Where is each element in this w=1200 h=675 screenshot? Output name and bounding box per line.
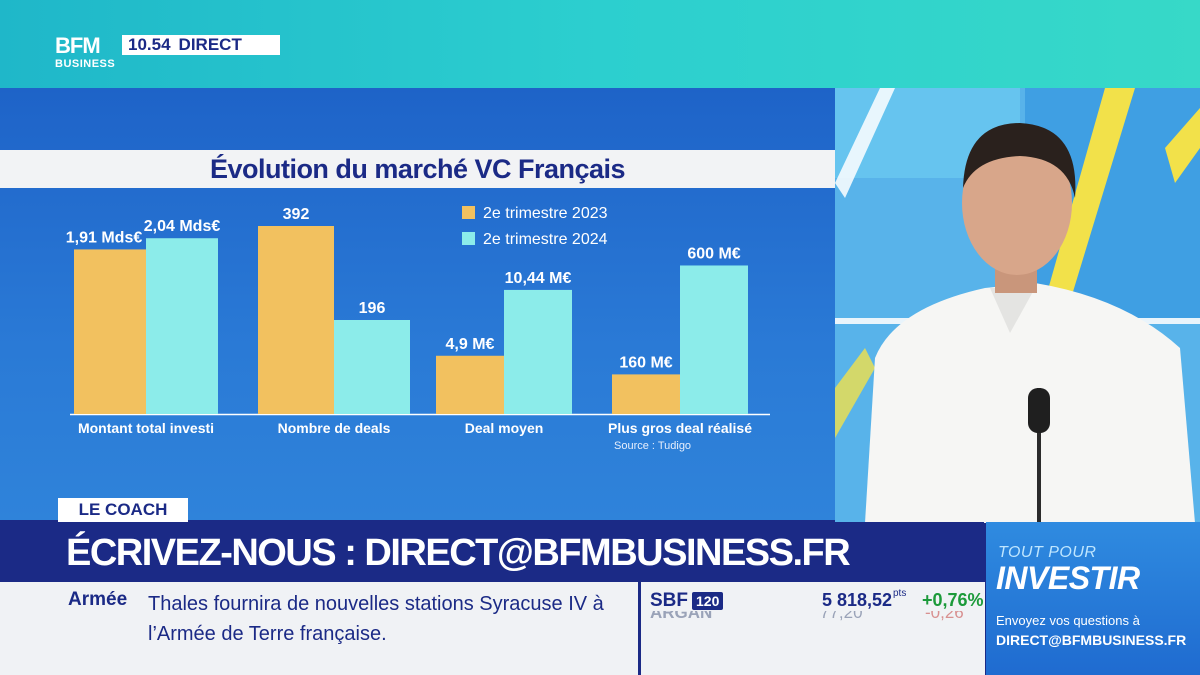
segment-tag: LE COACH	[58, 498, 188, 522]
studio-guest-illustration	[835, 88, 1200, 523]
bar-chart: 1,91 Mds€2,04 Mds€ Montant total investi 3…	[66, 205, 770, 452]
news-ticker	[0, 582, 638, 675]
bar-value-label: 10,44 M€	[505, 270, 572, 287]
news-kicker: Armée	[68, 589, 128, 610]
bar-value-label: 600 M€	[687, 245, 740, 262]
bar-2023-2	[436, 355, 504, 414]
logo-line2: BUSINESS	[55, 58, 116, 70]
category-label: Nombre de deals	[278, 420, 391, 436]
chart-title-bar	[0, 150, 835, 188]
bar-value-label: 2,04 Mds€	[144, 218, 221, 235]
legend-swatch-1	[462, 232, 475, 245]
promo-kicker: TOUT POUR	[998, 544, 1097, 561]
bar-2023-1	[258, 226, 334, 414]
promo-brand: INVESTIR	[996, 560, 1140, 596]
index-change: +0,76%	[922, 590, 984, 610]
index-number: 120	[692, 592, 724, 610]
bar-value-label: 1,91 Mds€	[66, 229, 143, 246]
bar-2024-1	[334, 320, 410, 414]
next-stock-change: -0,26	[925, 611, 964, 622]
chart-source: Source : Tudigo	[614, 440, 691, 452]
clock-time: 10.54	[128, 35, 171, 54]
promo-line1: Envoyez vos questions à	[996, 613, 1140, 628]
legend-label-1: 2e trimestre 2024	[483, 231, 608, 248]
bar-value-label: 196	[359, 300, 386, 317]
studio-camera-view	[835, 88, 1200, 523]
index-value: 5 818,52	[822, 590, 893, 610]
bar-2023-3	[612, 374, 680, 414]
chart-title: Évolution du marché VC Français	[209, 154, 626, 184]
promo-box	[986, 522, 1200, 675]
index-unit: pts	[893, 588, 907, 599]
bar-2023-0	[74, 249, 146, 414]
bar-2024-2	[504, 289, 572, 414]
next-stock-value: 77,20	[820, 611, 863, 622]
legend-label-0: 2e trimestre 2023	[483, 205, 608, 222]
index-name: SBF	[650, 590, 688, 611]
legend-swatch-0	[462, 206, 475, 219]
next-stock-name: ARGAN	[650, 611, 713, 622]
headline-text: ÉCRIVEZ-NOUS : DIRECT@BFMBUSINESS.FR	[66, 532, 851, 574]
channel-logo: BFM BUSINESS	[55, 35, 117, 75]
live-label: DIRECT	[178, 35, 242, 54]
bar-2024-3	[680, 265, 748, 414]
next-ticker-row: ARGAN 77,20 -0,26	[650, 611, 980, 625]
bar-value-label: 392	[283, 206, 310, 223]
index-badge: SBF 120	[650, 590, 724, 612]
headline-band	[56, 522, 984, 582]
clock-box: 10.54 DIRECT	[122, 35, 280, 55]
category-label: Plus gros deal réalisé	[608, 420, 752, 436]
logo-line1: BFM	[55, 33, 101, 58]
promo-email: DIRECT@BFMBUSINESS.FR	[996, 632, 1187, 648]
bar-value-label: 160 M€	[619, 354, 672, 371]
bar-2024-0	[146, 238, 218, 414]
bar-value-label: 4,9 M€	[446, 336, 495, 353]
news-text: Thales fournira de nouvelles stations Sy…	[148, 593, 604, 645]
category-label: Montant total investi	[78, 420, 214, 436]
category-label: Deal moyen	[465, 420, 544, 436]
